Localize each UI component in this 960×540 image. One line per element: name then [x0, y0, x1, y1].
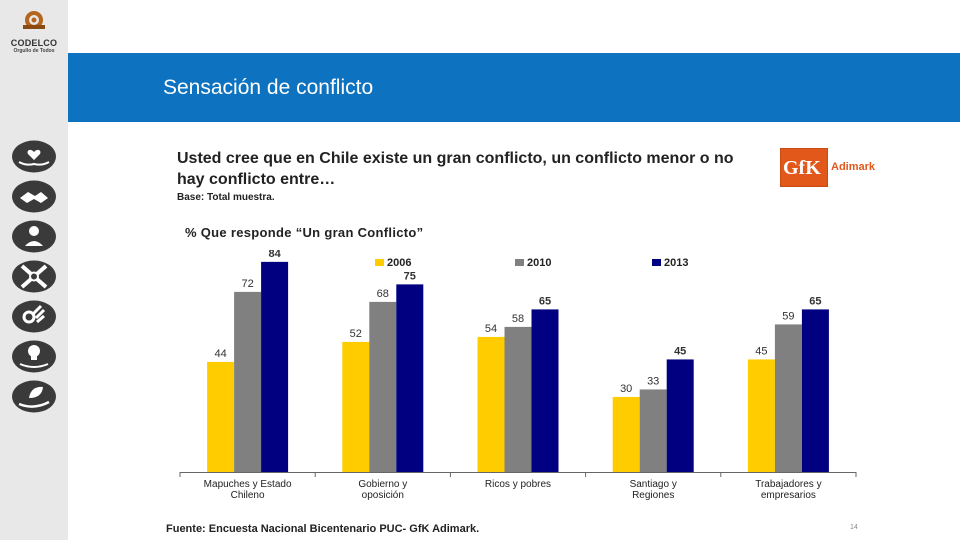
- data-label-2006: 30: [620, 383, 632, 395]
- data-label-2013: 45: [674, 345, 686, 357]
- bar-2006: [477, 336, 505, 472]
- chart-subtitle: % Que responde “Un gran Conflicto”: [185, 225, 424, 240]
- bar-2006: [207, 361, 235, 472]
- data-label-2013: 84: [268, 250, 281, 260]
- data-label-2013: 75: [404, 270, 416, 282]
- data-label-2006: 44: [214, 348, 226, 360]
- data-label-2013: 65: [539, 295, 551, 307]
- category-label: Chileno: [231, 490, 265, 501]
- bar-2010: [774, 324, 802, 472]
- legend-swatch-2010: [515, 259, 524, 266]
- codelco-logo: CODELCO Orgullo de Todos: [4, 10, 64, 54]
- data-label-2010: 68: [377, 288, 389, 300]
- leaf-hand-icon: [12, 380, 56, 413]
- category-label: Santiago y: [630, 479, 677, 490]
- codelco-emblem-icon: [23, 11, 45, 29]
- data-label-2010: 72: [241, 278, 253, 290]
- gfk-logo-box: GfK: [780, 148, 828, 187]
- data-label-2010: 33: [647, 375, 659, 387]
- heart-hands-icon: [12, 140, 56, 173]
- category-label: Ricos y pobres: [485, 479, 551, 490]
- bar-2006: [342, 341, 370, 472]
- legend-swatch-2013: [652, 259, 661, 266]
- category-label: empresarios: [761, 490, 816, 501]
- category-label: Gobierno y: [358, 479, 407, 490]
- page-number: 14: [850, 524, 858, 531]
- category-label: oposición: [362, 490, 404, 501]
- data-label-2013: 65: [809, 295, 821, 307]
- bar-chart: 2006 2010 2013 44 72 84 Mapuches y EstadoChile…: [179, 250, 857, 501]
- bar-2006: [747, 359, 775, 472]
- title-banner: Sensación de conflicto: [68, 53, 960, 122]
- bar-2010: [369, 301, 397, 472]
- data-label-2010: 58: [512, 313, 524, 325]
- bar-2013: [801, 309, 829, 472]
- data-label-2010: 59: [782, 310, 794, 322]
- category-label: Mapuches y Estado: [204, 479, 292, 490]
- adimark-logo-text: Adimark: [831, 161, 876, 173]
- source-note: Fuente: Encuesta Nacional Bicentenario P…: [166, 523, 480, 535]
- legend-swatch-2006: [375, 259, 384, 266]
- bar-2013: [396, 284, 424, 472]
- bar-2006: [612, 396, 640, 472]
- question-text: Usted cree que en Chile existe un gran c…: [177, 150, 734, 188]
- logo-brand-text: CODELCO: [10, 38, 58, 48]
- handshake-icon: [12, 180, 56, 213]
- legend-label-2010: 2010: [527, 257, 551, 269]
- base-note: Base: Total muestra.: [177, 192, 275, 203]
- bar-2013: [666, 359, 694, 472]
- bar-2013: [531, 309, 559, 472]
- gfk-adimark-logo: GfK Adimark: [780, 148, 886, 188]
- data-label-2006: 45: [755, 345, 767, 357]
- logo-tagline: Orgullo de Todos: [13, 48, 55, 54]
- person-award-icon: [12, 220, 56, 253]
- arrows-cross-icon: [12, 260, 56, 293]
- data-label-2006: 54: [485, 323, 497, 335]
- bar-2013: [261, 261, 289, 472]
- legend-label-2006: 2006: [387, 257, 411, 269]
- page-title: Sensación de conflicto: [163, 76, 374, 99]
- data-label-2006: 52: [350, 328, 362, 340]
- legend-label-2013: 2013: [664, 257, 688, 269]
- bar-2010: [234, 291, 262, 472]
- sidebar: CODELCO Orgullo de Todos: [0, 0, 68, 540]
- gfk-logo-text: GfK: [783, 157, 821, 179]
- bar-2010: [504, 326, 532, 472]
- category-label: Regiones: [632, 490, 674, 501]
- bar-2010: [639, 389, 667, 472]
- lightbulb-hand-icon: [12, 340, 56, 373]
- ok-hand-icon: [12, 300, 56, 333]
- category-label: Trabajadores y: [755, 479, 821, 490]
